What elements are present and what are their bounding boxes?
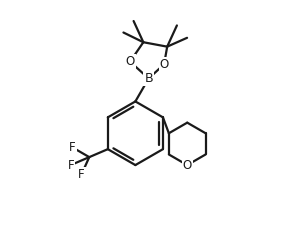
Text: B: B — [144, 72, 153, 85]
Text: F: F — [69, 141, 76, 154]
Text: O: O — [126, 55, 135, 68]
Text: O: O — [160, 58, 169, 71]
Text: F: F — [78, 168, 85, 181]
Text: O: O — [183, 159, 192, 172]
Text: F: F — [67, 159, 74, 172]
